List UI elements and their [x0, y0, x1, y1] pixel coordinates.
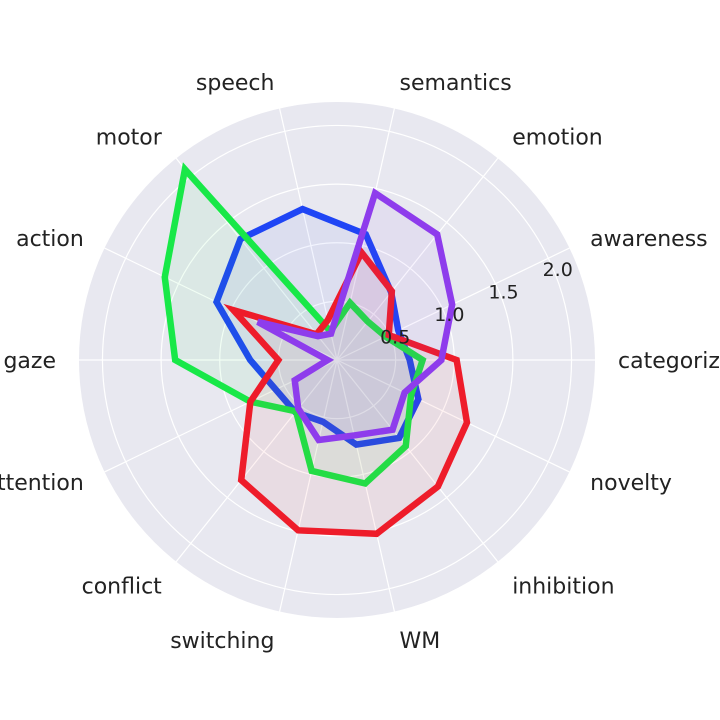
series-line — [212, 205, 422, 449]
axis-label: semantics — [400, 71, 512, 96]
grid-spoke — [175, 359, 338, 563]
axis-label: emotion — [512, 125, 603, 150]
grid-spoke — [336, 157, 499, 361]
radial-tick-label: 1.0 — [434, 304, 464, 326]
series-line — [256, 187, 456, 444]
axis-label: novelty — [590, 471, 672, 496]
grid-spoke — [336, 359, 570, 473]
axis-label: WM — [400, 629, 441, 654]
axis-label: categorization — [618, 349, 720, 374]
series-line — [223, 246, 471, 538]
axis-label: switching — [170, 629, 274, 654]
axis-label: speech — [196, 71, 275, 96]
axis-label: inhibition — [512, 575, 614, 600]
axis-label: awareness — [590, 227, 707, 252]
axis-label: conflict — [82, 575, 163, 600]
axis-label: motor — [96, 125, 163, 150]
radial-tick-label: 1.5 — [488, 282, 518, 304]
axis-label: attention — [0, 471, 84, 496]
axis-label: action — [16, 227, 84, 252]
grid-spoke — [279, 359, 338, 612]
grid-spoke — [336, 359, 499, 563]
radial-tick-label: 0.5 — [380, 327, 410, 349]
axis-label: gaze — [3, 349, 56, 374]
radial-tick-label: 2.0 — [543, 259, 573, 281]
